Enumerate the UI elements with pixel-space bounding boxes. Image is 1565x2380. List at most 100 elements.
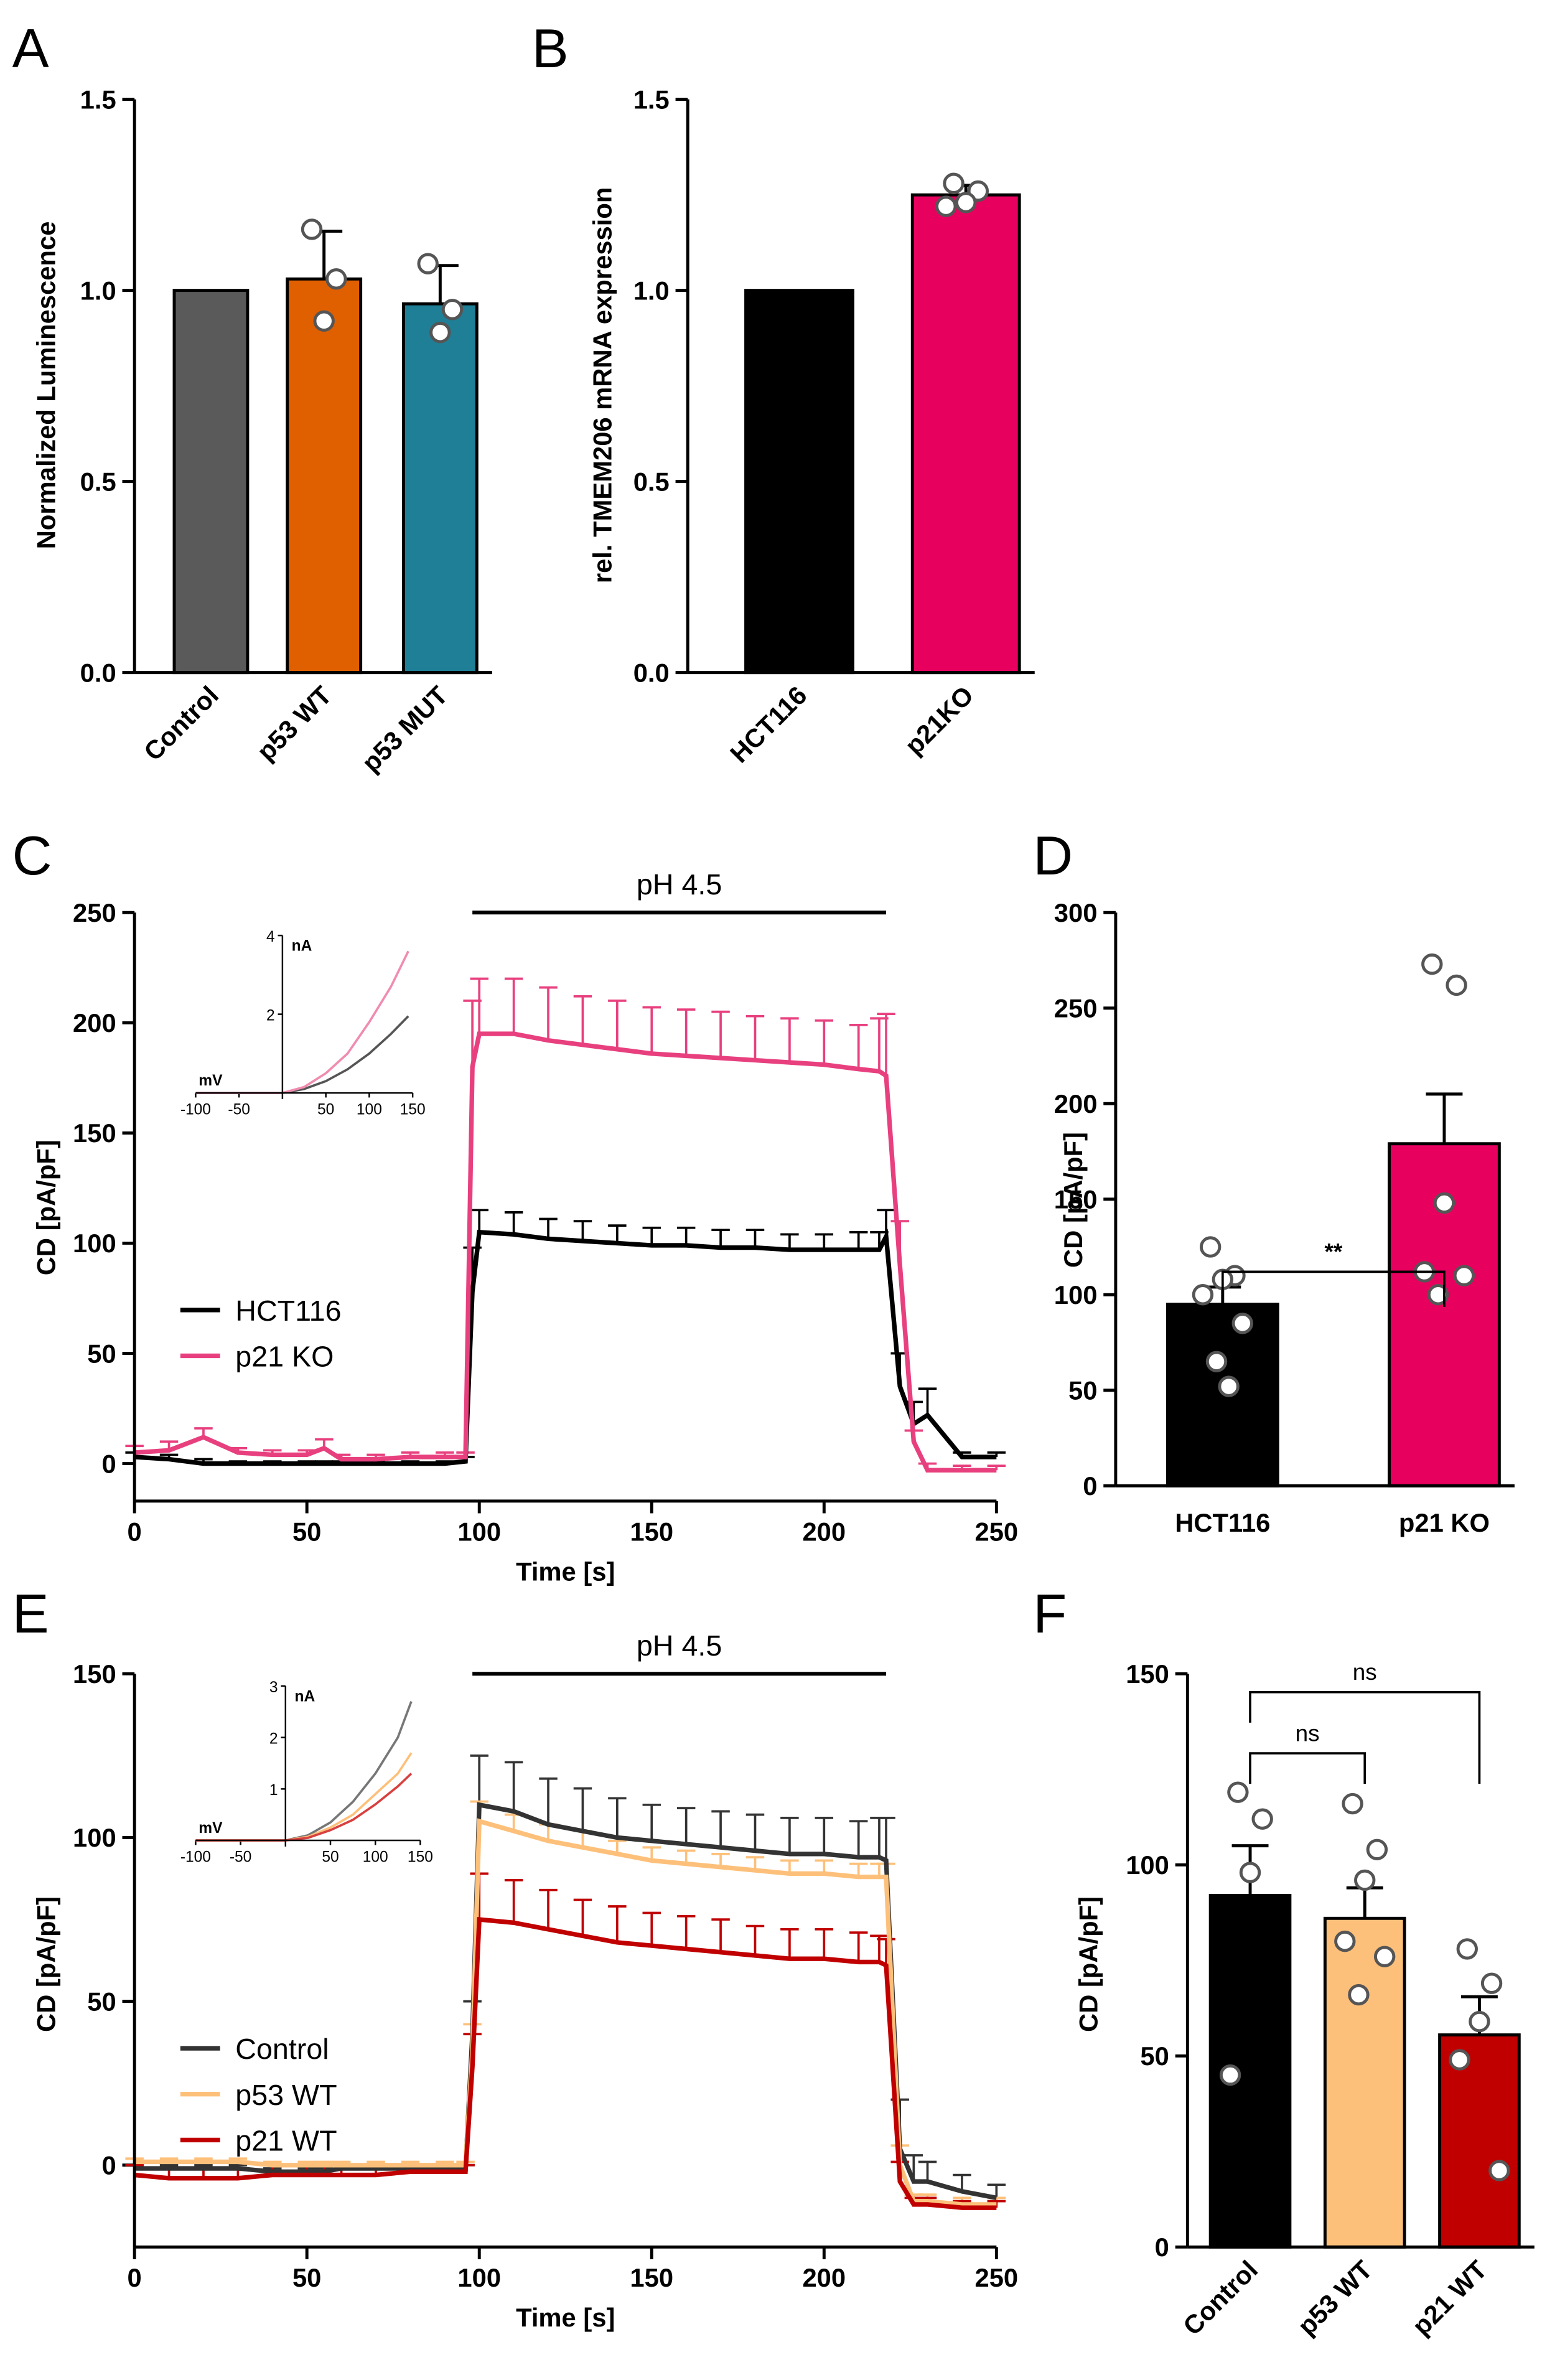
- x-tick-label: Control: [138, 680, 224, 766]
- y-tick-label: 100: [73, 1823, 116, 1852]
- x-tick-label: 50: [322, 1848, 339, 1865]
- y-tick-label: 0: [101, 2150, 116, 2180]
- panel-letter: C: [12, 825, 52, 886]
- data-point: [943, 172, 965, 194]
- bar: [744, 289, 854, 675]
- y-tick-label: 1.5: [80, 85, 116, 114]
- data-point: [1373, 1946, 1396, 1967]
- x-tick-label: -50: [228, 1101, 250, 1118]
- y-axis-label: rel. TMEM206 mRNA expression: [587, 187, 617, 584]
- x-tick-label: 150: [630, 2263, 673, 2292]
- iv-curve: [195, 1015, 409, 1094]
- x-tick-label: 0: [128, 1517, 142, 1547]
- iv-curve: [195, 1701, 413, 1842]
- x-axis-label: Time [s]: [516, 2303, 615, 2332]
- significance-label: ns: [1353, 1659, 1377, 1685]
- y-tick-label: 50: [87, 1339, 116, 1368]
- y-tick-label: 300: [1054, 898, 1098, 927]
- series-line: [134, 1916, 997, 2210]
- legend-label: p21 WT: [235, 2125, 337, 2157]
- data-point: [1205, 1351, 1228, 1372]
- data-point: [325, 268, 347, 290]
- panel-letter: D: [1033, 825, 1073, 886]
- x-tick-label: Control: [1177, 2255, 1263, 2341]
- legend-label: p21 KO: [235, 1341, 334, 1373]
- y-tick-label: 1: [269, 1782, 278, 1799]
- y-axis-label: CD [pA/pF]: [31, 1140, 60, 1275]
- data-point: [1469, 2010, 1490, 2033]
- y-axis-label: nA: [295, 1689, 315, 1705]
- y-tick-label: 250: [73, 898, 116, 927]
- data-point: [1446, 974, 1467, 996]
- y-tick-label: 50: [1140, 2041, 1169, 2071]
- x-tick-label: HCT116: [1175, 1508, 1270, 1537]
- data-point: [1433, 1192, 1455, 1214]
- iv-curve: [195, 1773, 413, 1842]
- y-axis-label: Normalized Luminescence: [31, 222, 60, 550]
- x-tick-label: 50: [317, 1101, 334, 1118]
- x-tick-label: 250: [975, 1517, 1019, 1547]
- y-tick-label: 100: [1054, 1280, 1098, 1309]
- x-axis-label: mV: [199, 1820, 223, 1837]
- x-tick-label: 0: [128, 2263, 142, 2292]
- y-tick-label: 200: [73, 1008, 116, 1038]
- data-point: [1348, 1984, 1370, 2006]
- bar: [910, 193, 1021, 675]
- series-line: [134, 1802, 997, 2201]
- x-tick-label: p21KO: [899, 680, 979, 760]
- x-tick-label: 100: [457, 2263, 501, 2292]
- x-tick-label: 100: [363, 1848, 388, 1865]
- x-tick-label: 150: [408, 1848, 433, 1865]
- data-point: [1227, 1781, 1249, 1803]
- y-tick-label: 3: [269, 1679, 278, 1696]
- y-tick-label: 1.5: [633, 85, 670, 114]
- significance-bracket: [1249, 1752, 1366, 1784]
- y-tick-label: 200: [1054, 1089, 1098, 1118]
- data-point: [1218, 1375, 1240, 1397]
- x-axis-label: mV: [199, 1072, 223, 1089]
- y-tick-label: 0.0: [80, 658, 116, 687]
- y-axis-label: CD [pA/pF]: [31, 1896, 60, 2032]
- x-tick-label: 200: [802, 1517, 846, 1547]
- x-axis-label: Time [s]: [516, 1557, 615, 1586]
- y-tick-label: 0: [1155, 2232, 1169, 2262]
- data-point: [1421, 953, 1443, 975]
- y-tick-label: 0: [101, 1449, 116, 1478]
- bar: [401, 302, 479, 675]
- panel-letter: E: [12, 1583, 49, 1644]
- significance-bracket: [1221, 1270, 1446, 1307]
- significance-label: **: [1325, 1239, 1343, 1265]
- data-point: [1456, 1938, 1478, 1960]
- significance-bracket: [1249, 1690, 1481, 1784]
- y-tick-label: 4: [266, 929, 275, 945]
- treatment-label: pH 4.5: [637, 868, 722, 901]
- data-point: [441, 299, 464, 321]
- y-tick-label: 150: [73, 1118, 116, 1148]
- x-tick-label: 150: [630, 1517, 673, 1547]
- data-point: [1480, 1972, 1503, 1994]
- x-tick-label: -100: [180, 1101, 211, 1118]
- data-point: [1239, 1862, 1261, 1883]
- y-axis-label: CD [pA/pF]: [1058, 1132, 1088, 1268]
- x-tick-label: 150: [400, 1101, 426, 1118]
- x-tick-label: 250: [975, 2263, 1019, 2292]
- data-point: [301, 218, 323, 240]
- x-tick-label: 50: [292, 1517, 321, 1547]
- x-tick-label: p21 WT: [1406, 2254, 1493, 2341]
- x-tick-label: -100: [180, 1848, 211, 1865]
- x-tick-label: p21 KO: [1399, 1508, 1490, 1537]
- y-axis-label: CD [pA/pF]: [1073, 1896, 1103, 2032]
- legend-label: HCT116: [235, 1295, 341, 1327]
- legend-label: p53 WT: [235, 2079, 337, 2111]
- data-point: [417, 253, 439, 274]
- x-tick-label: 50: [292, 2263, 321, 2292]
- y-tick-label: 0.5: [80, 467, 116, 496]
- x-tick-label: p53 MUT: [356, 680, 454, 778]
- iv-curve: [195, 950, 409, 1094]
- panel-letter: F: [1033, 1583, 1067, 1644]
- series-line: [134, 1031, 997, 1473]
- legend-label: Control: [235, 2033, 329, 2065]
- x-tick-label: p53 WT: [251, 680, 338, 767]
- panel-letter: B: [532, 17, 569, 79]
